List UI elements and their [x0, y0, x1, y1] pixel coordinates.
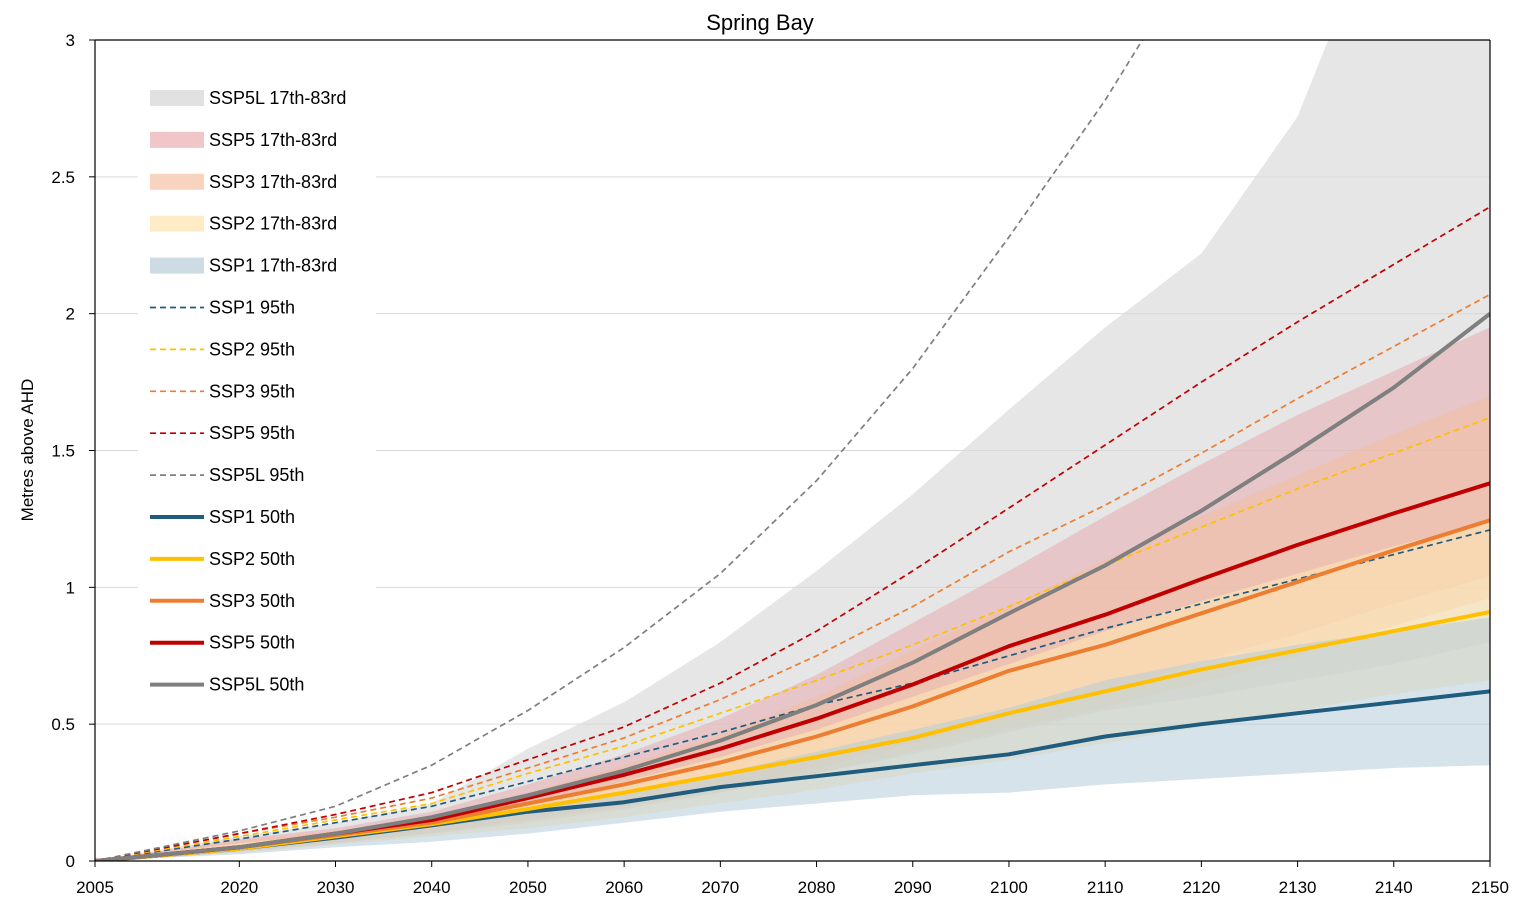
- x-tick-label: 2030: [317, 878, 355, 897]
- legend-entry-ssp1-17th-83rd: SSP1 17th-83rd: [150, 256, 337, 276]
- y-tick-label: 1: [66, 578, 75, 597]
- legend-entry-ssp3-17th-83rd: SSP3 17th-83rd: [150, 172, 337, 192]
- x-tick-label: 2090: [894, 878, 932, 897]
- x-tick-label: 2040: [413, 878, 451, 897]
- x-tick-label: 2150: [1471, 878, 1509, 897]
- x-tick-label: 2050: [509, 878, 547, 897]
- legend-label: SSP3 17th-83rd: [209, 172, 337, 192]
- x-axis-ticks: 2005 2020 2030 2040 2050 2060 2070 2080 2090 2100…: [76, 861, 1509, 897]
- legend-swatch: [150, 90, 204, 106]
- x-tick-label: 2070: [701, 878, 739, 897]
- legend-swatch: [150, 216, 204, 232]
- legend-label: SSP3 50th: [209, 591, 295, 611]
- legend-label: SSP1 50th: [209, 507, 295, 527]
- y-tick-label: 1.5: [51, 442, 75, 461]
- legend-label: SSP5 17th-83rd: [209, 130, 337, 150]
- x-tick-label: 2140: [1375, 878, 1413, 897]
- legend-label: SSP1 95th: [209, 298, 295, 318]
- x-tick-label: 2130: [1279, 878, 1317, 897]
- legend-entry-ssp5-17th-83rd: SSP5 17th-83rd: [150, 130, 337, 150]
- y-axis-label: Metres above AHD: [18, 379, 37, 522]
- legend-label: SSP5 95th: [209, 423, 295, 443]
- y-tick-label: 2.5: [51, 168, 75, 187]
- y-tick-label: 2: [66, 305, 75, 324]
- x-tick-label: 2100: [990, 878, 1028, 897]
- chart-title: Spring Bay: [706, 10, 814, 35]
- legend-label: SSP2 17th-83rd: [209, 214, 337, 234]
- x-tick-label: 2110: [1087, 878, 1124, 897]
- legend-label: SSP2 50th: [209, 549, 295, 569]
- x-tick-label: 2020: [220, 878, 258, 897]
- legend-label: SSP5L 17th-83rd: [209, 88, 346, 108]
- legend-label: SSP5L 95th: [209, 465, 304, 485]
- legend-label: SSP3 95th: [209, 381, 295, 401]
- y-axis-ticks: 0 0.5 1 1.5 2 2.5 3: [51, 31, 95, 871]
- legend-label: SSP1 17th-83rd: [209, 256, 337, 276]
- x-tick-label: 2060: [605, 878, 643, 897]
- x-tick-label: 2080: [798, 878, 836, 897]
- y-tick-label: 0: [66, 852, 75, 871]
- x-tick-label: 2005: [76, 878, 114, 897]
- legend-label: SSP5L 50th: [209, 675, 304, 695]
- legend-label: SSP2 95th: [209, 339, 295, 359]
- x-tick-label: 2120: [1182, 878, 1220, 897]
- y-tick-label: 3: [66, 31, 75, 50]
- legend: SSP5L 17th-83rd SSP5 17th-83rd SSP3 17th-8…: [138, 78, 376, 706]
- legend-swatch: [150, 174, 204, 190]
- legend-swatch: [150, 258, 204, 274]
- legend-swatch: [150, 132, 204, 148]
- legend-label: SSP5 50th: [209, 633, 295, 653]
- legend-entry-ssp5l-17th-83rd: SSP5L 17th-83rd: [150, 88, 346, 108]
- y-tick-label: 0.5: [51, 715, 75, 734]
- legend-entry-ssp2-17th-83rd: SSP2 17th-83rd: [150, 214, 337, 234]
